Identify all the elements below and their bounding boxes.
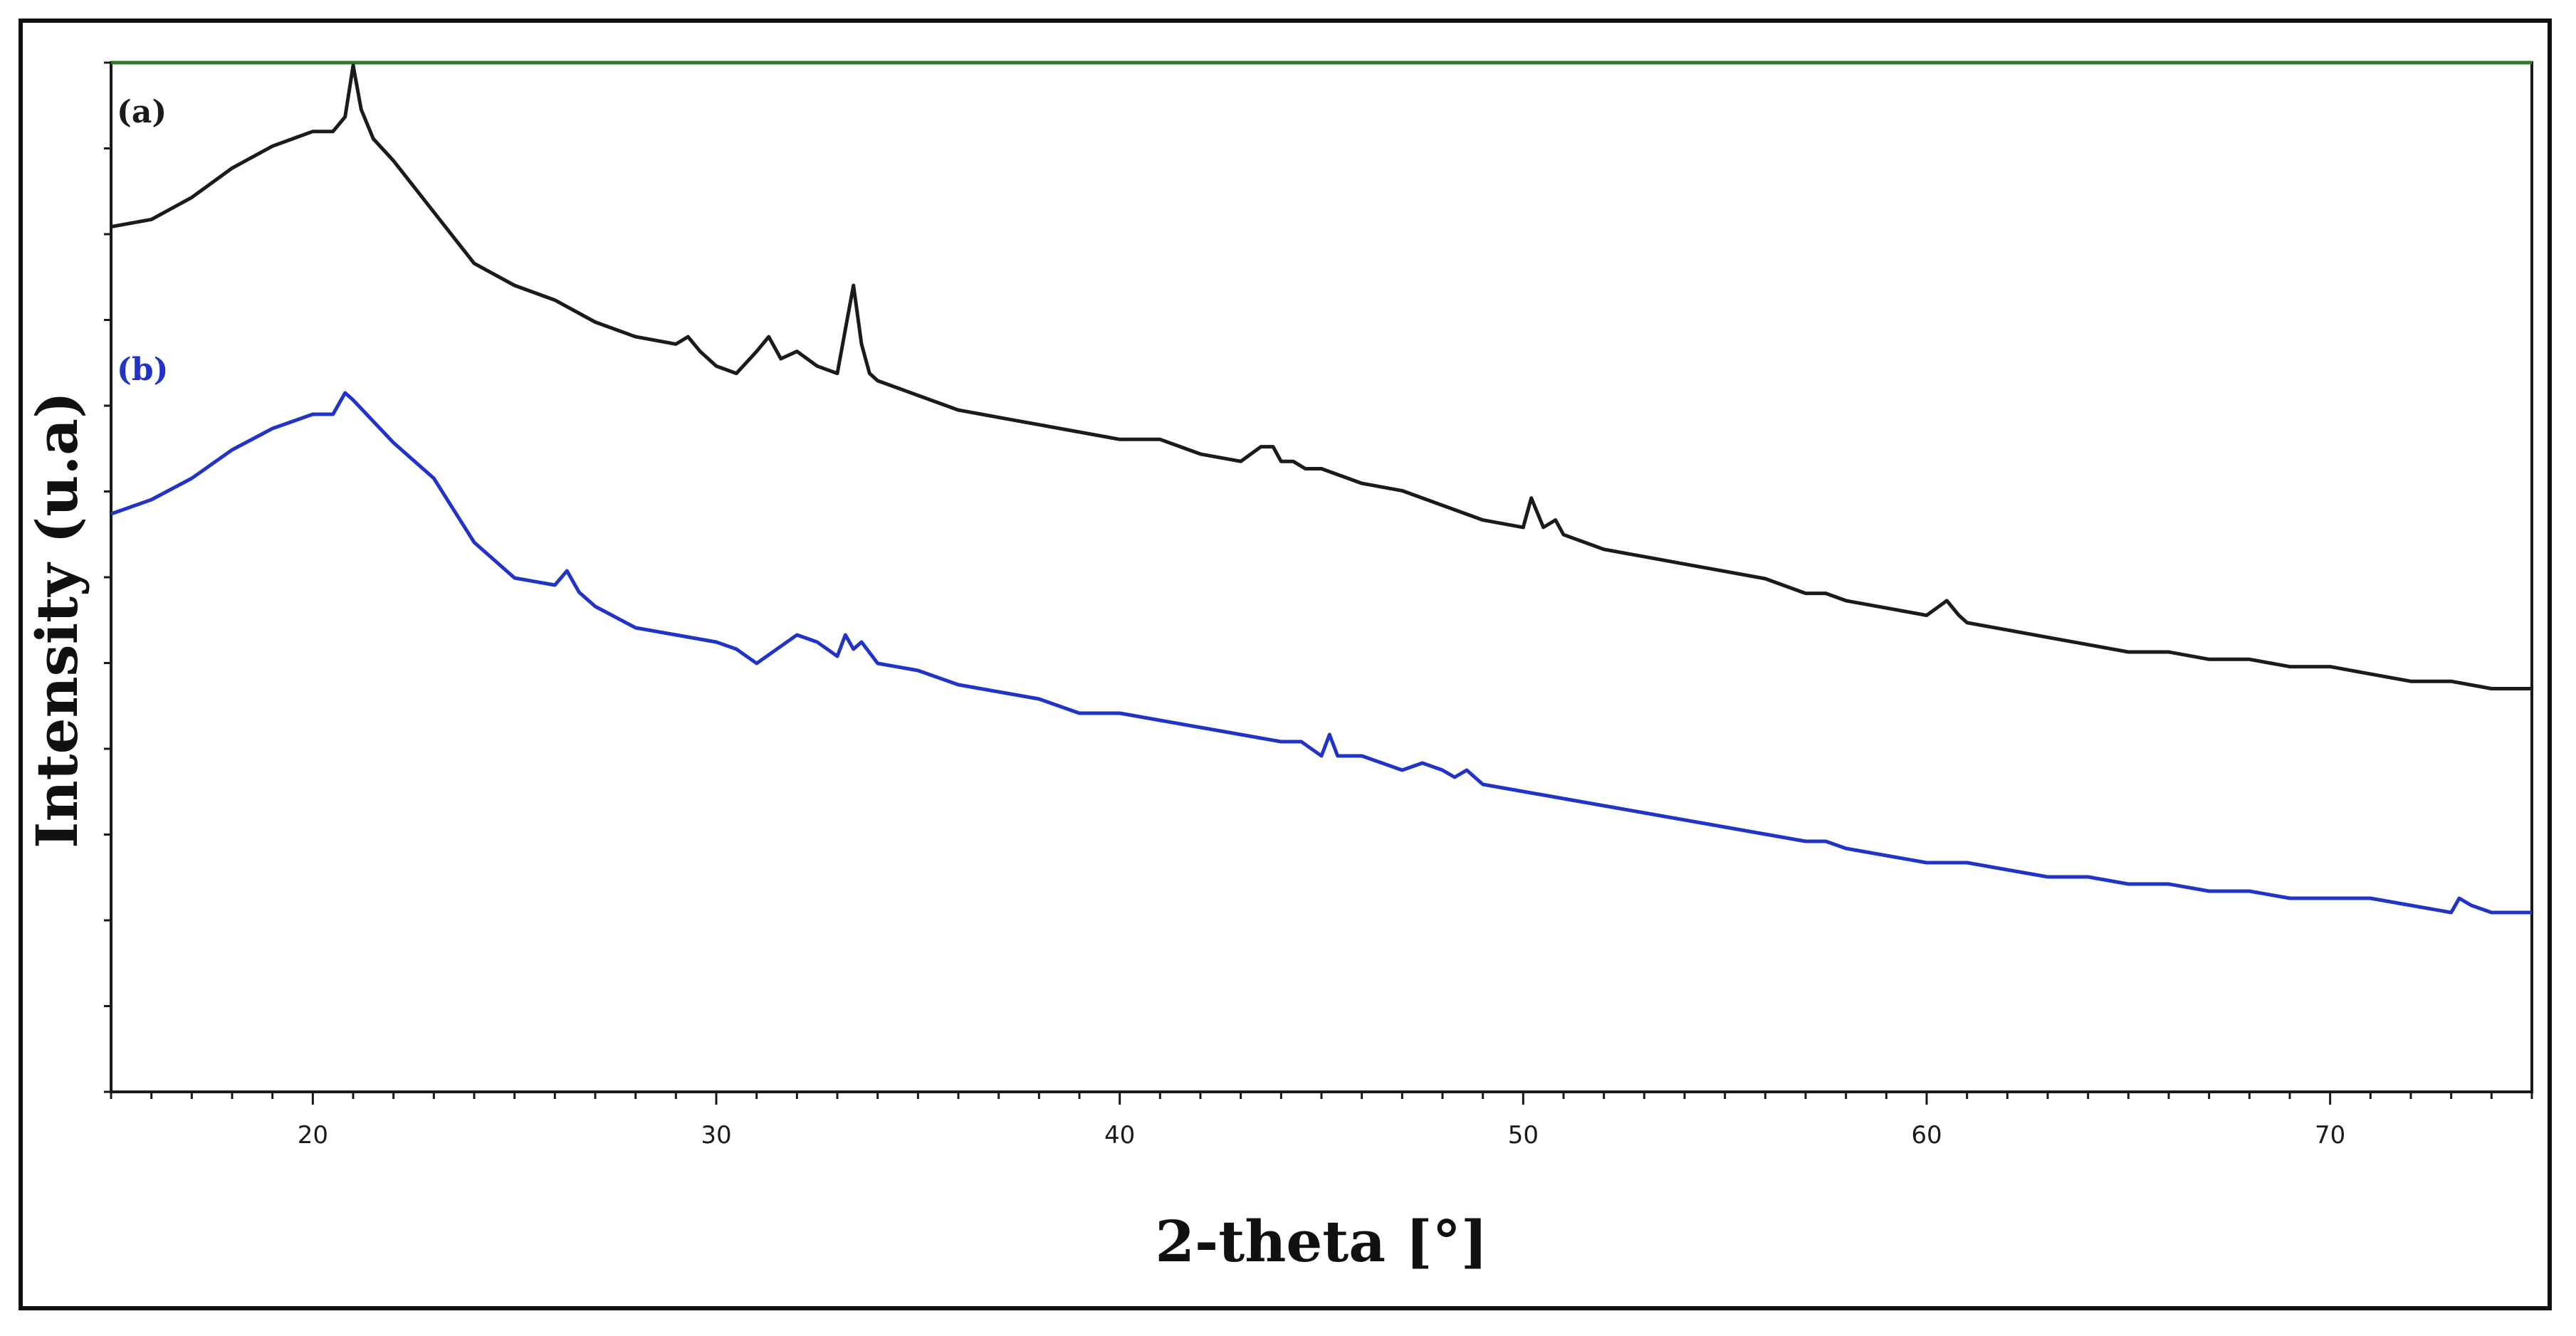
x-tick-label: 50 xyxy=(1508,1121,1539,1150)
x-tick-label: 70 xyxy=(2315,1121,2345,1150)
x-tick-label: 30 xyxy=(701,1121,731,1150)
series-line-b xyxy=(110,391,2532,915)
y-axis-minor-ticks xyxy=(104,61,111,1093)
plot-box xyxy=(110,61,2533,1093)
x-tick-label: 60 xyxy=(1911,1121,1942,1150)
x-axis-title: 2-theta [°] xyxy=(1155,1208,1487,1275)
series-layer xyxy=(110,63,2532,915)
series-label-a: (a) xyxy=(117,94,167,130)
xrd-chart: 20 30 40 50 60 70 2-theta [°] Intensity (u.a)… xyxy=(23,61,2533,1275)
plot-area xyxy=(110,61,2533,1093)
figure-frame: 20 30 40 50 60 70 2-theta [°] Intensity (u.a)… xyxy=(19,19,2552,1310)
series-label-b: (b) xyxy=(117,352,168,388)
x-tick-label: 40 xyxy=(1104,1121,1135,1150)
x-axis: 20 30 40 50 60 70 xyxy=(110,1092,2533,1150)
x-tick-label: 20 xyxy=(298,1121,328,1150)
y-axis-title: Intensity (u.a) xyxy=(23,391,90,848)
series-line-a xyxy=(110,63,2532,690)
